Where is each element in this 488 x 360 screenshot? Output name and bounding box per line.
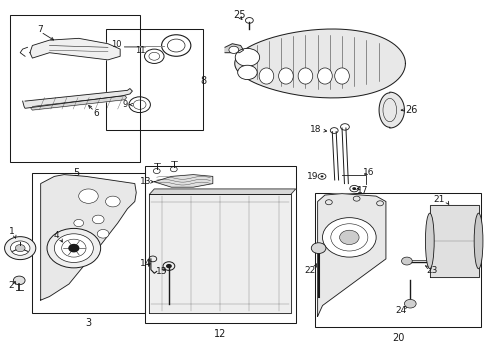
Text: 18: 18 bbox=[309, 125, 320, 134]
Circle shape bbox=[105, 196, 120, 207]
Text: 22: 22 bbox=[304, 266, 315, 275]
Text: 6: 6 bbox=[93, 109, 99, 118]
Circle shape bbox=[54, 234, 93, 262]
Circle shape bbox=[404, 300, 415, 308]
Polygon shape bbox=[429, 205, 478, 277]
Text: 12: 12 bbox=[213, 329, 226, 339]
Text: 10: 10 bbox=[111, 40, 121, 49]
Circle shape bbox=[322, 218, 375, 257]
Text: 16: 16 bbox=[363, 168, 374, 177]
Polygon shape bbox=[149, 194, 290, 313]
Polygon shape bbox=[234, 29, 405, 98]
Polygon shape bbox=[30, 39, 120, 60]
Circle shape bbox=[237, 65, 257, 80]
Circle shape bbox=[69, 244, 79, 252]
Polygon shape bbox=[224, 44, 243, 53]
Circle shape bbox=[79, 189, 98, 203]
Text: 5: 5 bbox=[73, 168, 79, 178]
Circle shape bbox=[97, 229, 109, 238]
Text: 3: 3 bbox=[85, 319, 91, 328]
Text: 21: 21 bbox=[433, 195, 444, 204]
Text: 13: 13 bbox=[140, 177, 151, 186]
Circle shape bbox=[228, 46, 238, 53]
Polygon shape bbox=[149, 189, 295, 194]
Polygon shape bbox=[31, 96, 126, 110]
Text: 20: 20 bbox=[391, 333, 404, 343]
Text: 26: 26 bbox=[405, 105, 417, 115]
Text: 7: 7 bbox=[37, 25, 42, 34]
Circle shape bbox=[401, 257, 411, 265]
Polygon shape bbox=[317, 194, 385, 316]
Circle shape bbox=[47, 228, 101, 268]
Text: 15: 15 bbox=[156, 267, 167, 276]
Text: 17: 17 bbox=[357, 186, 368, 195]
Text: 4: 4 bbox=[54, 231, 60, 240]
Circle shape bbox=[10, 241, 30, 255]
Ellipse shape bbox=[334, 68, 348, 84]
Ellipse shape bbox=[473, 213, 482, 269]
Circle shape bbox=[320, 175, 323, 177]
Text: 1: 1 bbox=[8, 228, 14, 237]
Text: 9: 9 bbox=[122, 100, 127, 109]
Circle shape bbox=[74, 220, 83, 226]
Ellipse shape bbox=[278, 68, 293, 84]
Circle shape bbox=[165, 264, 171, 268]
Circle shape bbox=[339, 230, 358, 244]
Text: 23: 23 bbox=[426, 266, 437, 275]
Circle shape bbox=[235, 48, 259, 66]
Ellipse shape bbox=[259, 68, 273, 84]
Ellipse shape bbox=[317, 68, 331, 84]
Text: 8: 8 bbox=[200, 76, 206, 86]
Circle shape bbox=[351, 187, 355, 190]
Text: 19: 19 bbox=[306, 172, 318, 181]
Ellipse shape bbox=[425, 213, 433, 269]
Circle shape bbox=[4, 237, 36, 260]
Circle shape bbox=[15, 244, 25, 252]
Text: 11: 11 bbox=[135, 46, 145, 55]
Ellipse shape bbox=[298, 68, 312, 84]
Circle shape bbox=[80, 245, 87, 251]
Text: 14: 14 bbox=[140, 259, 151, 268]
Circle shape bbox=[311, 243, 325, 253]
Text: 24: 24 bbox=[394, 306, 406, 315]
Text: 2: 2 bbox=[9, 281, 14, 290]
Circle shape bbox=[92, 215, 104, 224]
Circle shape bbox=[13, 276, 25, 285]
Polygon shape bbox=[154, 175, 212, 187]
Polygon shape bbox=[378, 92, 404, 128]
Polygon shape bbox=[22, 89, 132, 108]
Text: 25: 25 bbox=[233, 10, 245, 20]
Polygon shape bbox=[41, 175, 136, 300]
